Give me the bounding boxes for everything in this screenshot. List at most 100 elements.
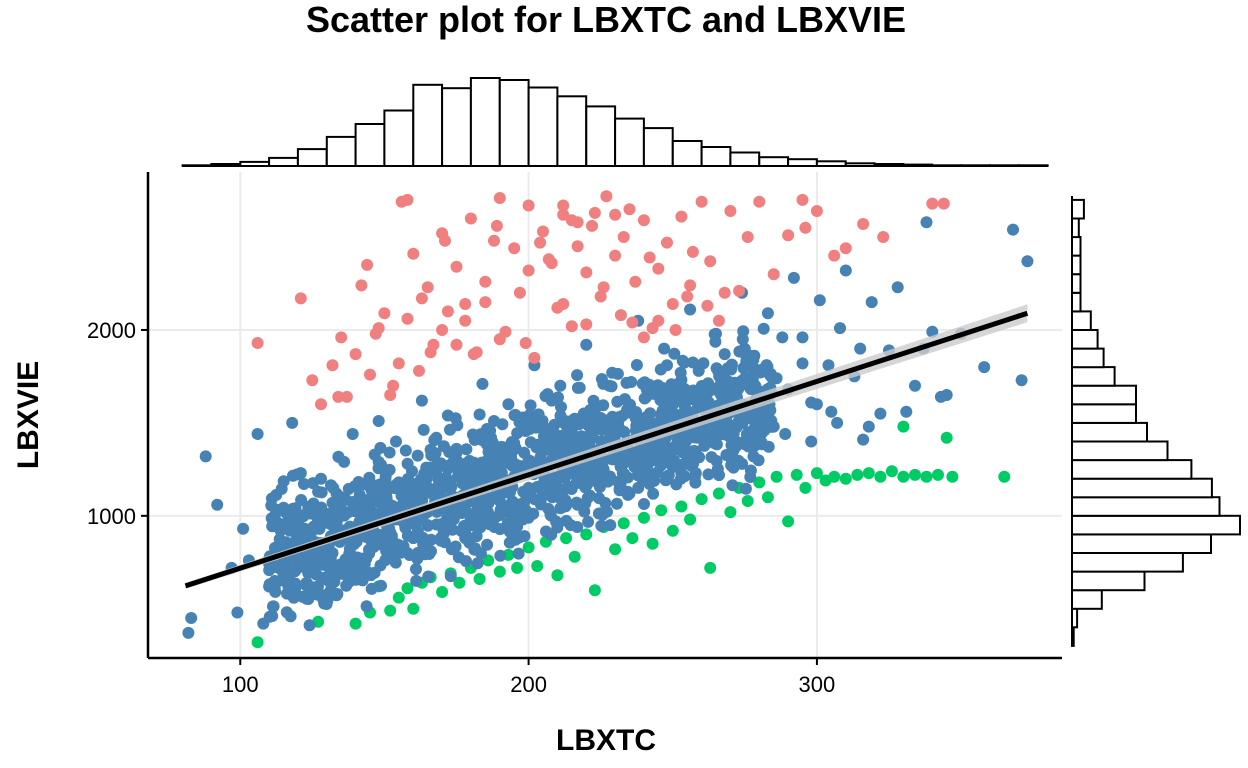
data-point-mid-dense	[445, 543, 458, 556]
data-point-high	[522, 199, 535, 212]
data-point-mid-dense	[621, 485, 634, 498]
data-point-high	[545, 257, 558, 270]
x-hist-bar	[527, 86, 559, 167]
data-point-mid	[822, 359, 835, 372]
data-point-high	[315, 398, 327, 411]
data-point-high	[565, 214, 578, 227]
data-point-high	[623, 203, 636, 216]
data-point-low	[473, 573, 486, 585]
data-point-high	[701, 299, 714, 312]
data-point-mid-dense	[643, 478, 656, 490]
data-point-mid-dense	[744, 471, 757, 483]
data-point-mid-dense	[336, 567, 349, 580]
data-point-high	[666, 298, 679, 310]
data-point-mid-dense	[522, 511, 535, 524]
data-point-high	[686, 245, 699, 258]
data-point-mid-dense	[571, 381, 584, 394]
y-hist-bar	[1071, 440, 1169, 462]
data-point-mid-dense	[405, 517, 418, 530]
data-point-mid-dense	[447, 513, 460, 526]
data-point-high	[609, 249, 622, 262]
data-point-low	[580, 528, 593, 541]
data-point-mid-dense	[702, 468, 715, 481]
data-point-high	[335, 331, 348, 344]
marginal-y-histogram	[1071, 196, 1241, 647]
data-point-low	[626, 532, 639, 545]
x-hist-bar	[556, 95, 588, 167]
data-point-high	[372, 322, 385, 335]
data-point-mid	[796, 331, 809, 344]
data-point-mid-dense	[341, 506, 354, 519]
data-point-high	[557, 208, 570, 221]
x-axis-title: LBXTC	[556, 724, 656, 757]
y-hist-bar	[1071, 254, 1082, 276]
data-point-mid-dense	[524, 436, 537, 449]
data-point-high	[459, 314, 472, 327]
data-point-low	[384, 604, 397, 617]
data-point-mid-dense	[303, 619, 316, 632]
data-point-mid-dense	[315, 486, 328, 499]
data-point-mid-dense	[554, 492, 567, 505]
data-point-mid-dense	[534, 450, 547, 463]
x-tick-label: 300	[799, 672, 836, 697]
data-point-high	[643, 251, 656, 264]
data-point-high	[459, 298, 472, 310]
data-point-mid-dense	[294, 556, 306, 569]
regression-fit	[184, 304, 1029, 589]
data-point-mid-dense	[290, 508, 303, 521]
data-point-low	[392, 591, 405, 604]
data-point-mid-dense	[666, 399, 679, 412]
data-point-mid-dense	[511, 427, 524, 440]
data-point-mid-dense	[709, 423, 722, 436]
data-point-mid-dense	[360, 552, 373, 565]
data-point-mid	[718, 348, 731, 361]
data-point-mid-dense	[667, 457, 680, 470]
data-point-mid	[211, 498, 224, 511]
data-point-mid-dense	[267, 561, 280, 574]
data-point-mid	[554, 379, 567, 392]
y-hist-bar	[1071, 403, 1137, 424]
data-point-mid-dense	[763, 368, 776, 381]
data-point-low	[560, 532, 573, 545]
data-point-mid-dense	[524, 399, 537, 412]
data-point-mid-dense	[595, 519, 608, 532]
data-point-mid-dense	[555, 401, 567, 413]
data-point-mid	[839, 264, 852, 277]
data-point-low	[920, 470, 933, 483]
data-point-high	[537, 225, 549, 238]
data-point-mid-dense	[678, 470, 691, 483]
y-tick-label: 1000	[87, 504, 136, 529]
data-point-mid-dense	[711, 462, 724, 475]
data-point-low	[493, 565, 506, 578]
data-point-low	[453, 576, 466, 589]
data-point-mid-dense	[688, 471, 701, 484]
data-point-high	[490, 219, 503, 232]
y-hist-bar	[1071, 514, 1241, 536]
data-point-mid-dense	[565, 418, 578, 431]
y-hist-bar	[1071, 477, 1213, 499]
data-point-low	[695, 493, 708, 506]
data-point-mid-dense	[636, 463, 648, 475]
data-point-mid-dense	[300, 576, 313, 589]
x-hist-bar	[1017, 164, 1049, 168]
data-point-high	[877, 231, 890, 243]
data-point-mid-dense	[320, 559, 333, 572]
data-point-mid-dense	[399, 444, 412, 457]
x-hist-bar	[960, 164, 991, 168]
data-point-high	[522, 264, 535, 277]
data-point-high	[493, 333, 506, 346]
data-point-high	[450, 338, 463, 351]
data-point-mid-dense	[468, 543, 481, 556]
data-point-mid-dense	[621, 471, 634, 484]
data-point-high	[493, 192, 506, 204]
data-point-mid-dense	[560, 514, 573, 527]
data-point-mid-dense	[733, 380, 746, 393]
data-point-high	[580, 266, 593, 279]
data-point-mid-dense	[638, 376, 651, 389]
data-point-mid-dense	[659, 474, 672, 487]
x-hist-bar	[354, 123, 386, 167]
data-point-high	[565, 320, 578, 333]
data-point-high	[413, 364, 425, 377]
data-point-mid-dense	[505, 513, 518, 526]
data-point-high	[588, 206, 601, 219]
